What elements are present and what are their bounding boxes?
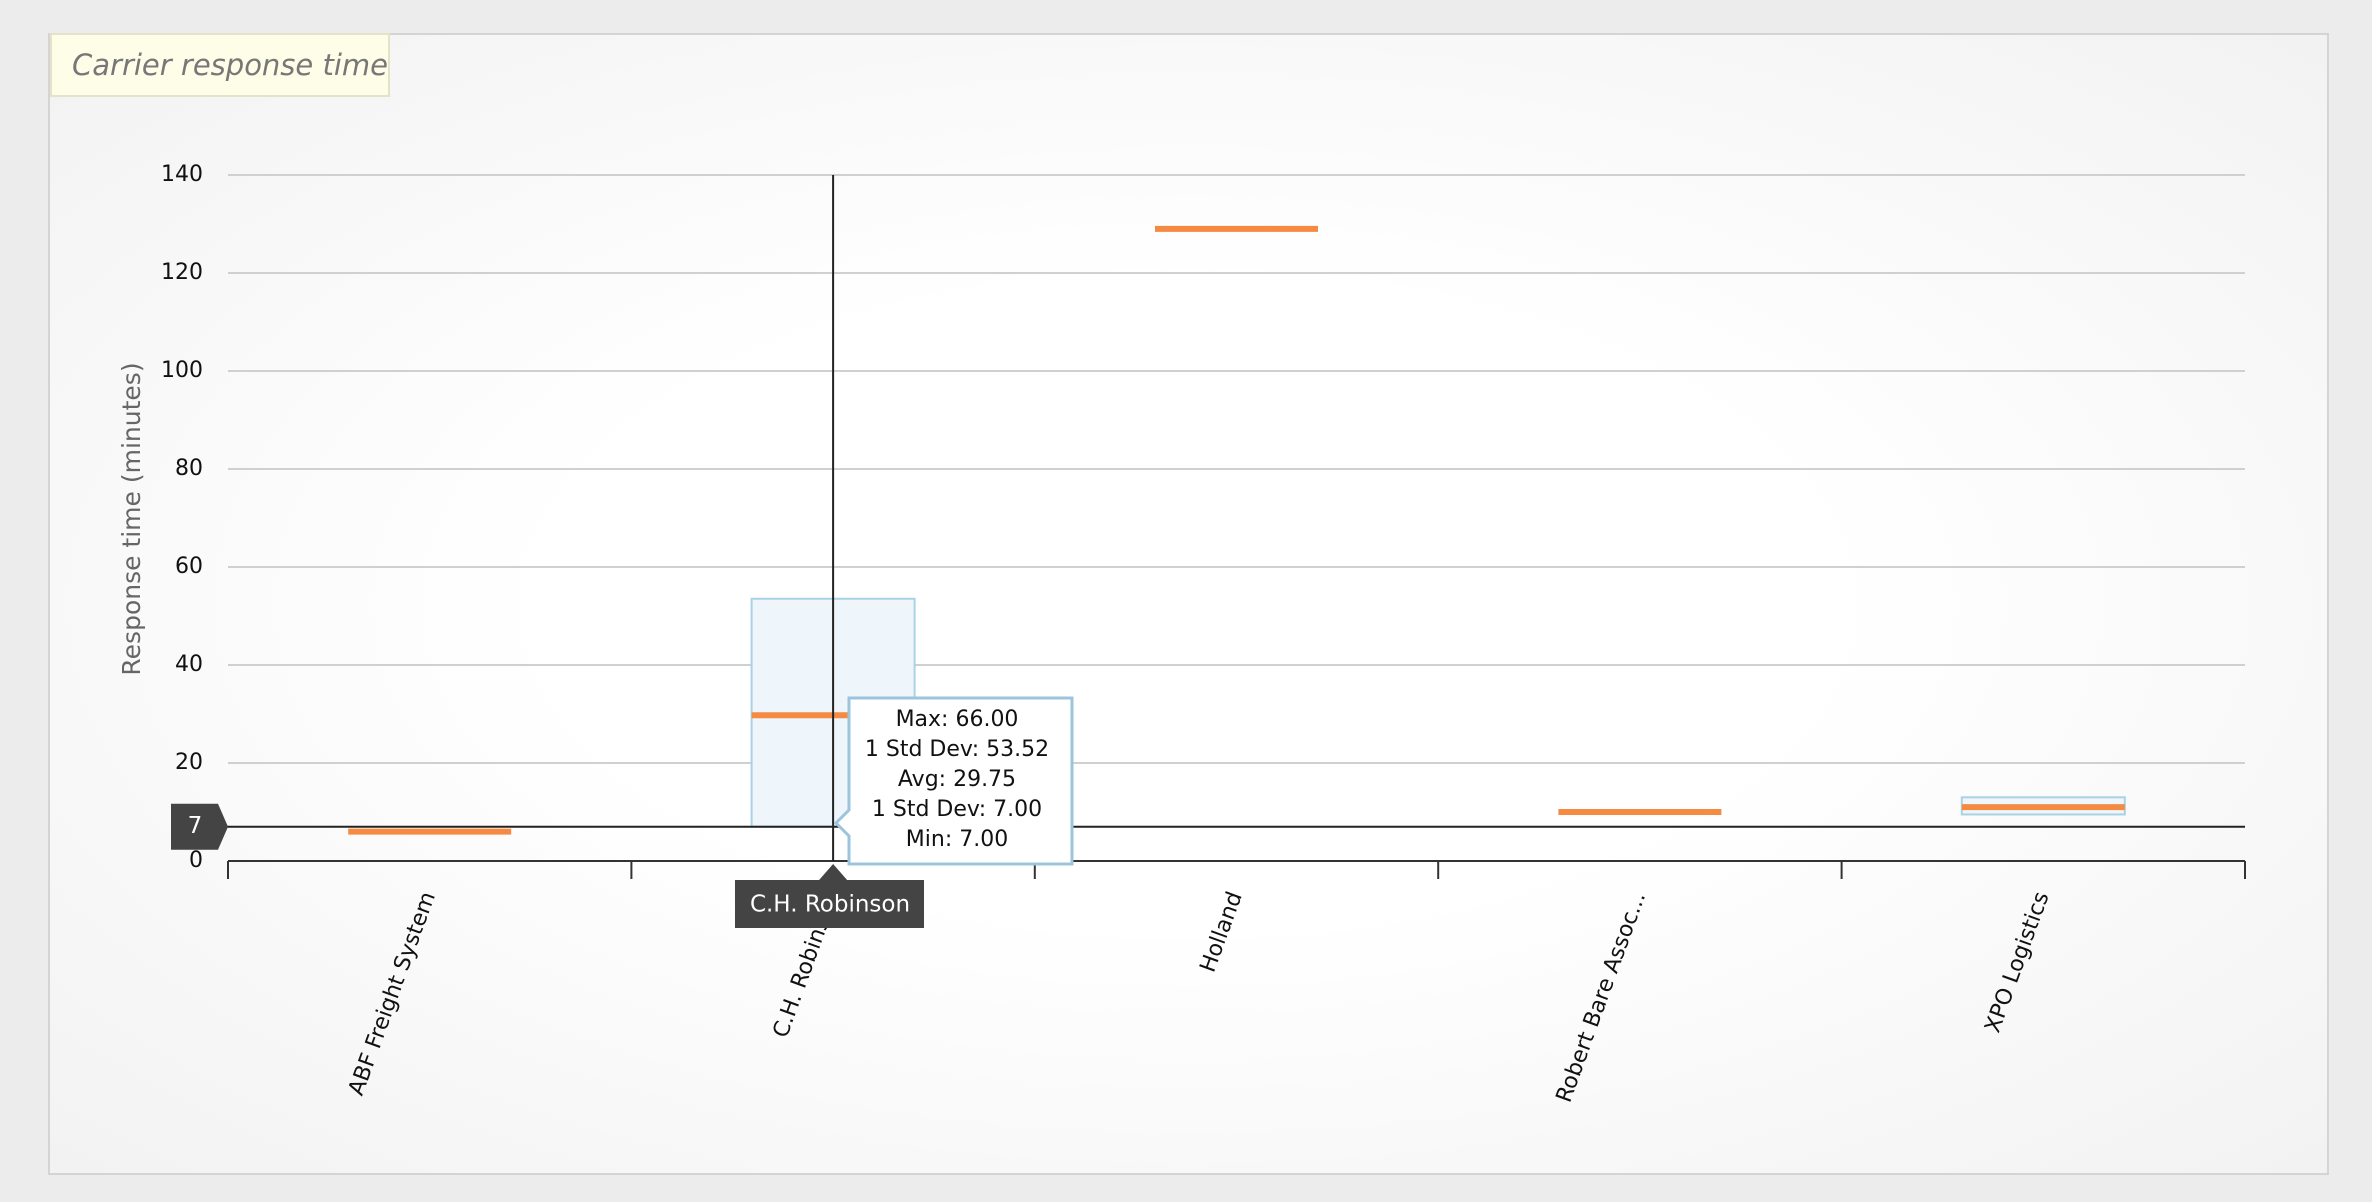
x-tick-label: Holland bbox=[1196, 889, 1248, 976]
y-axis-label: Response time (minutes) bbox=[117, 362, 146, 675]
chart-title: Carrier response time bbox=[50, 33, 390, 97]
tooltip-line: Avg: 29.75 bbox=[898, 767, 1016, 792]
y-tick-label: 100 bbox=[161, 358, 203, 383]
y-tick-label: 0 bbox=[189, 848, 203, 873]
chart-card bbox=[48, 33, 2329, 1175]
crosshair-x-label: C.H. Robinson bbox=[750, 892, 910, 918]
tooltip-line: 1 Std Dev: 53.52 bbox=[865, 737, 1049, 762]
tooltip-box bbox=[833, 696, 1074, 866]
x-tick-label: Robert Bare Assoc... bbox=[1552, 889, 1651, 1106]
crosshair-y-label: 7 bbox=[188, 813, 203, 839]
y-tick-label: 20 bbox=[175, 750, 203, 775]
tooltip-line: Min: 7.00 bbox=[906, 827, 1008, 852]
crosshair-y-flag bbox=[171, 803, 228, 850]
y-tick-label: 140 bbox=[161, 162, 203, 187]
crosshair-x-flag bbox=[735, 864, 924, 928]
y-tick-label: 60 bbox=[175, 554, 203, 579]
y-tick-label: 80 bbox=[175, 456, 203, 481]
x-tick-label: ABF Freight System bbox=[344, 889, 441, 1099]
tooltip-line: Max: 66.00 bbox=[896, 707, 1019, 732]
x-tick-label: XPO Logistics bbox=[1981, 889, 2055, 1036]
y-tick-label: 40 bbox=[175, 652, 203, 677]
tooltip-line: 1 Std Dev: 7.00 bbox=[872, 797, 1042, 822]
y-tick-label: 120 bbox=[161, 260, 203, 285]
